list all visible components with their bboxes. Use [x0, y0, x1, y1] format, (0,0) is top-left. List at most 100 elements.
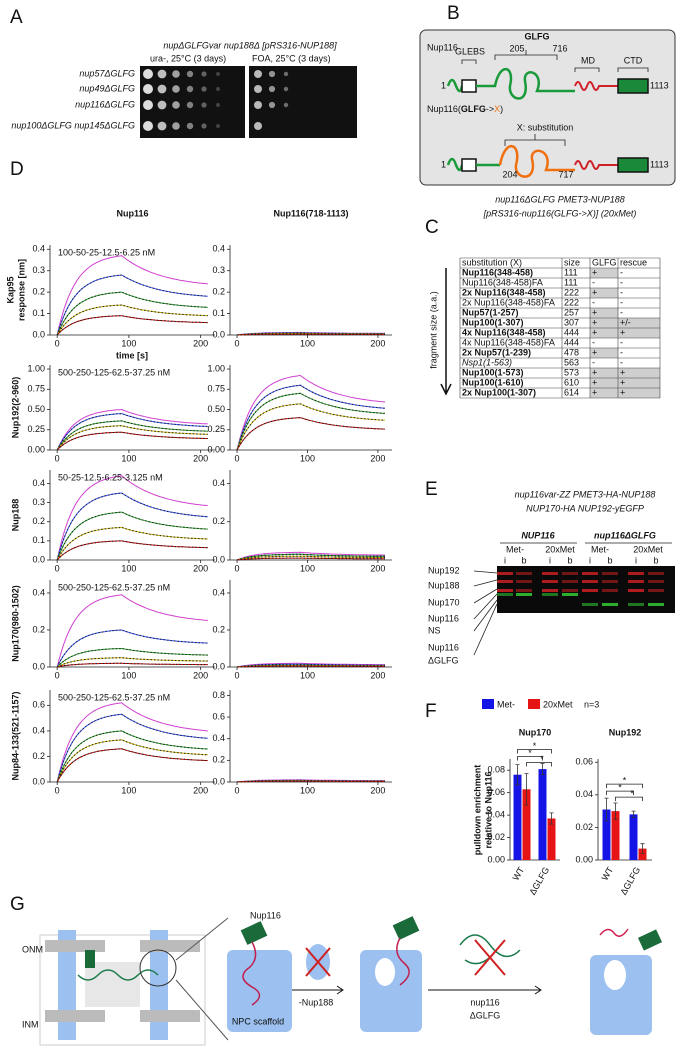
- bar: [629, 814, 638, 860]
- band-label: Nup116: [428, 642, 459, 652]
- sensorgram-trace: [56, 492, 208, 561]
- fit-trace: [236, 557, 385, 561]
- protein-label: Nup116: [427, 42, 458, 52]
- strain-label: nup116ΔGLFG: [75, 99, 135, 109]
- variant-label: Nup116(GLFG->X): [427, 104, 503, 114]
- table-cell: -: [592, 297, 595, 307]
- y-tick-label: 0.0: [32, 329, 45, 339]
- strain-label: nup100ΔGLFG nup145ΔGLFG: [11, 120, 135, 130]
- group-label: NUP116: [521, 530, 555, 540]
- diagram-shape: [604, 960, 626, 990]
- concentration-label: 100-50-25-12.5-6.25 nM: [58, 247, 155, 257]
- table-header: rescue: [620, 257, 647, 267]
- spot: [143, 69, 153, 79]
- significance-bracket: [517, 749, 552, 754]
- x-tick-label: 0: [55, 338, 60, 348]
- sensorgram-trace: [56, 420, 208, 451]
- x-tick-label: 200: [193, 338, 208, 348]
- x-tick-label: 100: [300, 670, 315, 680]
- cell-shade: [618, 388, 660, 398]
- spot: [216, 87, 220, 91]
- table-cell: -: [620, 287, 623, 297]
- y-tick-label: 0.1: [212, 308, 225, 318]
- spot: [172, 85, 180, 93]
- table-cell: 2x Nup116(348-458)FA: [462, 297, 555, 307]
- band: [602, 603, 618, 606]
- scaffold-label: NPC scaffold: [232, 1016, 284, 1026]
- significance-bracket: [606, 790, 634, 796]
- y-tick-label: 0.4: [212, 587, 225, 597]
- spot: [216, 124, 220, 128]
- lane-label: i: [504, 555, 506, 565]
- y-tick-label: 0.00: [575, 854, 593, 864]
- spot: [186, 85, 194, 93]
- bracket: [574, 67, 600, 72]
- diagram-shape: [227, 950, 292, 1032]
- spot: [143, 100, 153, 110]
- significance-label: *: [528, 748, 532, 758]
- y-tick-label: 0.06: [487, 787, 505, 797]
- band: [562, 589, 578, 592]
- strain-label: nup57ΔGLFG: [79, 68, 135, 78]
- spot: [201, 123, 207, 129]
- y-tick-label: 1.00: [207, 363, 225, 373]
- concentration-label: 500-250-125-62.5-37.25 nM: [58, 367, 170, 377]
- y-tick-label: 0.0: [212, 661, 225, 671]
- variant-part: Nup116(: [427, 104, 461, 114]
- y-tick-label: 0.1: [32, 535, 45, 545]
- sensorgram-trace: [56, 475, 208, 561]
- x-tick-label: 100: [300, 338, 315, 348]
- band: [582, 572, 598, 575]
- sensorgram-trace: [236, 374, 386, 451]
- fit-trace: [236, 417, 386, 451]
- sensorgram-trace: [56, 594, 208, 668]
- spot: [283, 102, 289, 108]
- table-cell: -: [620, 357, 623, 367]
- y-tick-label: 0.3: [32, 497, 45, 507]
- y-tick-label: 0.00: [207, 444, 225, 454]
- x-tick-label: 200: [193, 785, 208, 795]
- diagram-shape: [139, 949, 177, 987]
- table-cell: 444: [564, 337, 579, 347]
- table-cell: +: [592, 267, 597, 277]
- diagram-shape: [85, 950, 95, 968]
- table-cell: -: [620, 297, 623, 307]
- condition-label: Met-: [506, 544, 524, 554]
- table-header: GLFG: [592, 257, 617, 267]
- spot: [268, 70, 276, 78]
- cell-shade: [590, 388, 618, 398]
- domain: [617, 157, 649, 173]
- cell-shade: [590, 348, 618, 358]
- table-cell: 4x Nup116(348-458): [462, 327, 546, 337]
- table-cell: Nup57(1-257): [462, 307, 519, 317]
- band: [648, 589, 664, 592]
- table-cell: 2x Nup100(1-307): [462, 387, 536, 397]
- residue: 1: [441, 159, 446, 169]
- table-cell: -: [620, 267, 623, 277]
- band: [602, 572, 618, 575]
- condition-label: 20xMet: [545, 544, 575, 554]
- table-cell: Nsp1(1-563): [462, 357, 512, 367]
- y-tick-label: 0.4: [212, 244, 225, 254]
- table-cell: -: [620, 277, 623, 287]
- panel-label: G: [10, 894, 25, 915]
- spot: [254, 122, 262, 130]
- y-tick-label: 0.6: [32, 700, 45, 710]
- table-cell: 4x Nup116(348-458)FA: [462, 337, 555, 347]
- band: [497, 580, 513, 583]
- y-tick-label: 0.0: [32, 776, 45, 786]
- fit-trace: [56, 431, 208, 451]
- fit-trace: [236, 780, 385, 783]
- x-tick-label: 0: [235, 563, 240, 573]
- table-header: substitution (X): [462, 257, 522, 267]
- column-title: Nup116: [116, 208, 148, 218]
- bracket: [617, 67, 649, 72]
- y-tick-label: 0.2: [212, 755, 225, 765]
- variant-part: ): [500, 104, 503, 114]
- x-tick-label: 100: [121, 563, 136, 573]
- table-cell: Nup116(348-458): [462, 267, 533, 277]
- band: [602, 580, 618, 583]
- axis-label: relative to Nup116: [483, 771, 493, 848]
- band: [497, 593, 513, 596]
- x-tick-label: 100: [121, 453, 136, 463]
